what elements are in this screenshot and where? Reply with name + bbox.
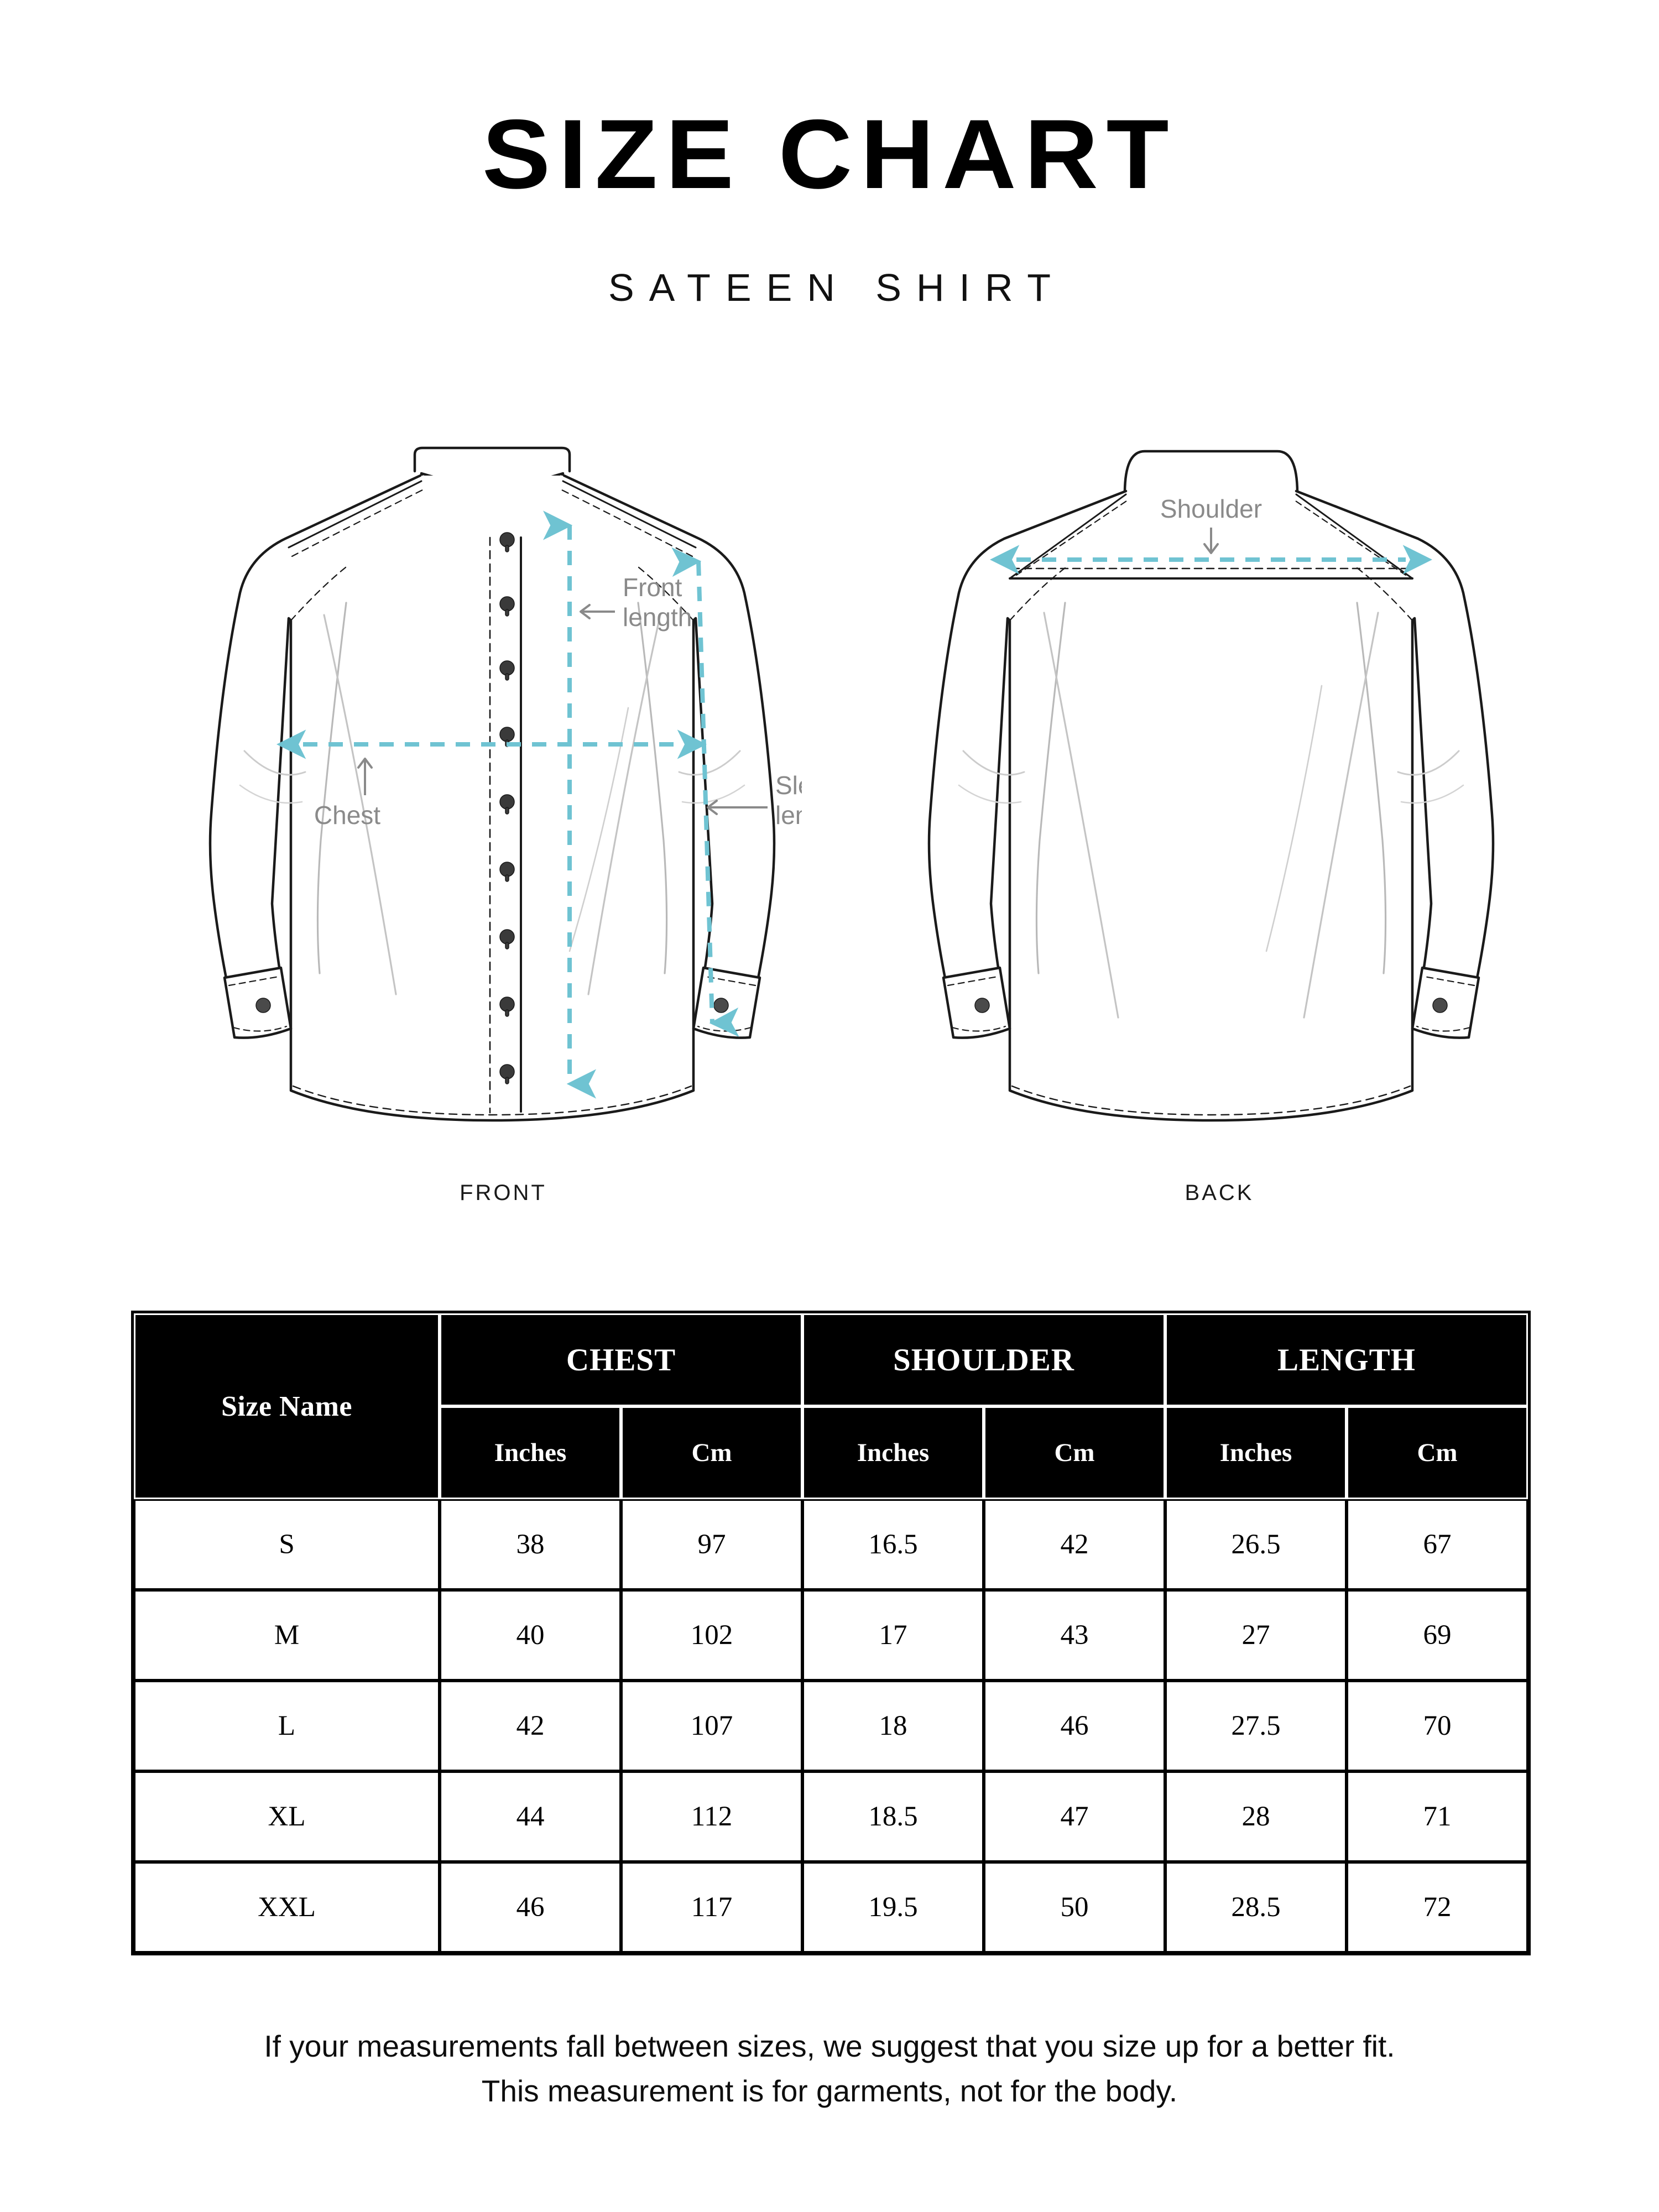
cell-shoulder-inches: 18.5 — [802, 1771, 984, 1862]
cell-chest-inches: 40 — [440, 1590, 621, 1681]
column-header-chest-cm: Cm — [621, 1406, 802, 1499]
shirt-front-illustration: Chest Front length Sleeve length — [208, 446, 802, 1122]
cuff-button-group — [974, 998, 1448, 1013]
cell-shoulder-inches: 19.5 — [802, 1862, 984, 1953]
cell-chest-cm: 117 — [621, 1862, 802, 1953]
column-header-shoulder-inches: Inches — [802, 1406, 984, 1499]
illustration-area: Chest Front length Sleeve length — [0, 420, 1659, 1211]
cell-length-cm: 70 — [1347, 1681, 1528, 1771]
chest-label-group: Chest — [314, 758, 380, 830]
arrow-left-icon-sleeve — [707, 800, 768, 815]
cell-length-cm: 71 — [1347, 1771, 1528, 1862]
sleeve-length-label-line1: Sleeve — [775, 771, 802, 800]
cell-size: L — [134, 1681, 440, 1771]
cell-shoulder-inches: 18 — [802, 1681, 984, 1771]
column-header-shoulder-cm: Cm — [984, 1406, 1165, 1499]
shoulder-label-group: Shoulder — [1160, 494, 1262, 554]
arrow-left-icon — [580, 604, 615, 619]
table-row: S 38 97 16.5 42 26.5 67 — [134, 1499, 1528, 1590]
size-chart-table: Size Name CHEST SHOULDER LENGTH Inches C… — [131, 1311, 1531, 1955]
table-head: Size Name CHEST SHOULDER LENGTH Inches C… — [134, 1313, 1528, 1499]
front-length-label-group: Front length — [580, 573, 692, 632]
page-title: SIZE CHART — [482, 99, 1177, 209]
column-header-length: LENGTH — [1165, 1313, 1528, 1406]
sleeve-length-label-group: Sleeve length — [707, 771, 802, 830]
cell-size: XL — [134, 1771, 440, 1862]
cell-shoulder-cm: 43 — [984, 1590, 1165, 1681]
front-length-label-line2: length — [623, 603, 692, 632]
cell-chest-inches: 38 — [440, 1499, 621, 1590]
footer-note: If your measurements fall between sizes,… — [0, 2024, 1659, 2114]
cell-shoulder-inches: 16.5 — [802, 1499, 984, 1590]
cell-chest-inches: 44 — [440, 1771, 621, 1862]
table-row: XXL 46 117 19.5 50 28.5 72 — [134, 1862, 1528, 1953]
column-header-length-inches: Inches — [1165, 1406, 1347, 1499]
footer-note-line-1: If your measurements fall between sizes,… — [264, 2029, 1395, 2063]
sleeve-length-label-line2: length — [775, 801, 802, 830]
cell-length-inches: 27.5 — [1165, 1681, 1347, 1771]
title-block: SIZE CHART SATEEN SHIRT — [0, 105, 1659, 310]
cell-chest-inches: 42 — [440, 1681, 621, 1771]
cell-shoulder-cm: 47 — [984, 1771, 1165, 1862]
chest-label: Chest — [314, 801, 380, 830]
cell-length-inches: 28.5 — [1165, 1862, 1347, 1953]
shirt-back-illustration: Shoulder — [927, 450, 1495, 1122]
table-body: S 38 97 16.5 42 26.5 67 M 40 102 17 43 2… — [134, 1499, 1528, 1953]
column-header-shoulder: SHOULDER — [802, 1313, 1165, 1406]
cell-length-inches: 26.5 — [1165, 1499, 1347, 1590]
cell-chest-cm: 102 — [621, 1590, 802, 1681]
double-arrow-vertical-icon-sleeve — [671, 547, 739, 1037]
footer-note-line-2: This measurement is for garments, not fo… — [481, 2074, 1178, 2109]
table-header-row-units: Inches Cm Inches Cm Inches Cm — [134, 1406, 1528, 1499]
column-header-length-cm: Cm — [1347, 1406, 1528, 1499]
cell-chest-cm: 97 — [621, 1499, 802, 1590]
table-row: XL 44 112 18.5 47 28 71 — [134, 1771, 1528, 1862]
size-chart-table-wrapper: Size Name CHEST SHOULDER LENGTH Inches C… — [131, 1311, 1531, 1955]
shoulder-label: Shoulder — [1160, 494, 1262, 523]
table-header-row-groups: Size Name CHEST SHOULDER LENGTH — [134, 1313, 1528, 1499]
column-header-chest: CHEST — [440, 1313, 802, 1406]
cell-size: S — [134, 1499, 440, 1590]
table-row: M 40 102 17 43 27 69 — [134, 1590, 1528, 1681]
cell-size: XXL — [134, 1862, 440, 1953]
cell-length-cm: 72 — [1347, 1862, 1528, 1953]
arrow-down-icon — [1203, 528, 1219, 554]
cell-shoulder-cm: 50 — [984, 1862, 1165, 1953]
front-length-label-line1: Front — [623, 573, 682, 602]
cell-chest-cm: 107 — [621, 1681, 802, 1771]
back-view-caption: BACK — [1185, 1181, 1254, 1205]
cell-length-inches: 28 — [1165, 1771, 1347, 1862]
cell-length-cm: 69 — [1347, 1590, 1528, 1681]
cell-shoulder-inches: 17 — [802, 1590, 984, 1681]
cell-length-inches: 27 — [1165, 1590, 1347, 1681]
cell-shoulder-cm: 46 — [984, 1681, 1165, 1771]
page-subtitle: SATEEN SHIRT — [608, 266, 1066, 309]
cell-shoulder-cm: 42 — [984, 1499, 1165, 1590]
arrow-up-icon — [357, 758, 373, 795]
table-row: L 42 107 18 46 27.5 70 — [134, 1681, 1528, 1771]
cell-size: M — [134, 1590, 440, 1681]
front-view-caption: FRONT — [460, 1181, 547, 1205]
cell-length-cm: 67 — [1347, 1499, 1528, 1590]
column-header-chest-inches: Inches — [440, 1406, 621, 1499]
cell-chest-inches: 46 — [440, 1862, 621, 1953]
cell-chest-cm: 112 — [621, 1771, 802, 1862]
column-header-size-name: Size Name — [134, 1313, 440, 1499]
